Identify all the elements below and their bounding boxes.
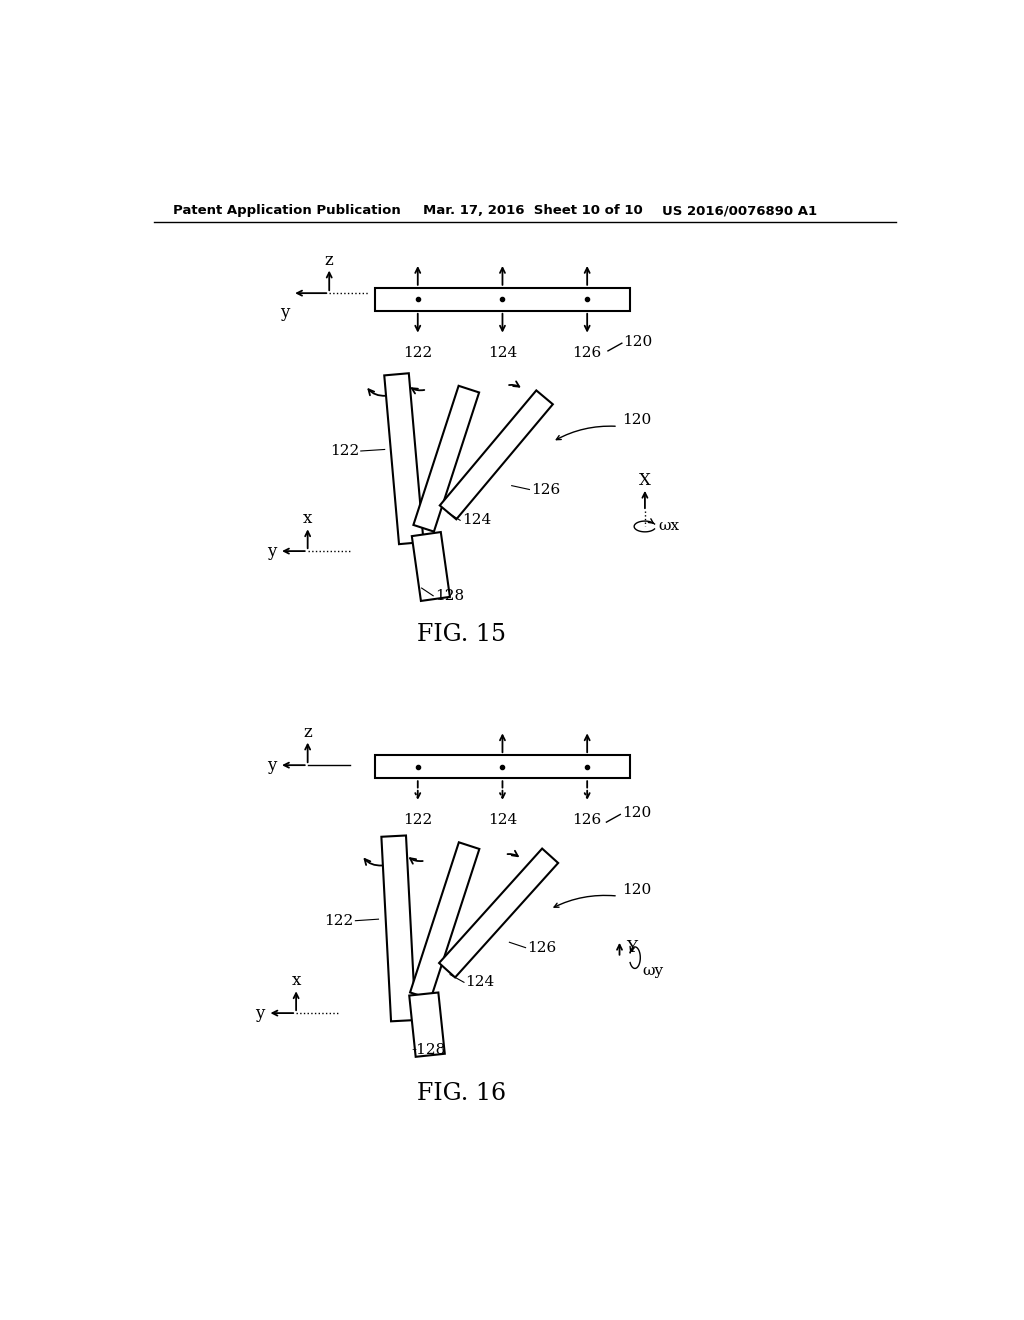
Polygon shape xyxy=(414,385,479,532)
Text: 128: 128 xyxy=(435,589,464,603)
Text: x: x xyxy=(292,973,301,989)
Text: FIG. 16: FIG. 16 xyxy=(417,1082,506,1105)
Text: 120: 120 xyxy=(624,335,652,348)
Bar xyxy=(376,755,630,779)
Text: 122: 122 xyxy=(325,913,354,928)
Text: 122: 122 xyxy=(403,346,432,359)
Text: 120: 120 xyxy=(622,883,651,896)
Text: 120: 120 xyxy=(622,807,651,820)
Text: 124: 124 xyxy=(487,346,517,359)
Bar xyxy=(376,288,630,312)
Polygon shape xyxy=(439,391,553,519)
Text: 124: 124 xyxy=(487,813,517,826)
Text: 120: 120 xyxy=(622,413,651,428)
Text: X: X xyxy=(639,471,651,488)
Text: 122: 122 xyxy=(330,444,359,458)
Text: y: y xyxy=(255,1005,264,1022)
Polygon shape xyxy=(412,532,450,601)
Polygon shape xyxy=(381,836,416,1022)
Text: US 2016/0076890 A1: US 2016/0076890 A1 xyxy=(662,205,817,218)
Text: Mar. 17, 2016  Sheet 10 of 10: Mar. 17, 2016 Sheet 10 of 10 xyxy=(423,205,643,218)
Text: -128: -128 xyxy=(412,1043,445,1057)
Text: Y: Y xyxy=(626,939,637,956)
Polygon shape xyxy=(384,374,424,544)
Text: 124: 124 xyxy=(462,513,490,527)
Text: y: y xyxy=(280,304,289,321)
Text: 126: 126 xyxy=(572,813,602,826)
Text: x: x xyxy=(303,511,312,527)
Text: y: y xyxy=(267,756,276,774)
Text: y: y xyxy=(267,543,276,560)
Text: FIG. 15: FIG. 15 xyxy=(417,623,506,645)
Text: ωy: ωy xyxy=(643,964,664,978)
Text: 122: 122 xyxy=(403,813,432,826)
Polygon shape xyxy=(439,849,558,977)
Text: 126: 126 xyxy=(527,941,556,954)
Text: 124: 124 xyxy=(466,975,495,989)
Text: z: z xyxy=(325,252,334,269)
Polygon shape xyxy=(410,993,444,1057)
Text: 126: 126 xyxy=(572,346,602,359)
Text: Patent Application Publication: Patent Application Publication xyxy=(173,205,400,218)
Text: ωx: ωx xyxy=(658,520,679,533)
Text: 126: 126 xyxy=(531,483,560,496)
Text: z: z xyxy=(303,723,312,741)
Polygon shape xyxy=(410,842,479,999)
